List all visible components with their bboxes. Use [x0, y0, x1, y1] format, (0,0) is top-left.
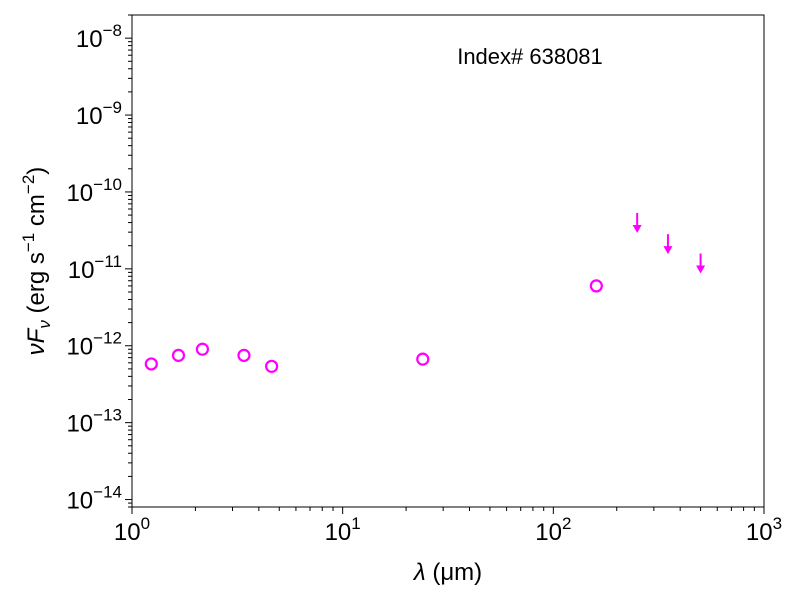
y-tick-label: 10−8 — [76, 21, 122, 53]
x-axis-symbol: λ — [412, 559, 426, 586]
x-tick-label: 102 — [535, 514, 571, 546]
x-axis-label: λ (μm) — [412, 559, 482, 586]
y-tick-label: 10−13 — [66, 406, 122, 438]
x-axis-unit: (μm) — [426, 559, 482, 586]
upper-limit-arrow — [696, 253, 706, 274]
y-axis-label: νFν (erg s−1 cm−2) — [19, 167, 54, 356]
plot-area — [131, 14, 765, 508]
data-points — [144, 212, 706, 373]
y-label-unit-mid: cm — [23, 194, 50, 233]
y-label-sub: ν — [35, 320, 54, 329]
y-label-unit-end: ) — [23, 167, 50, 175]
upper-limit-arrow — [663, 234, 673, 255]
y-label-unit-start: (erg s — [23, 252, 50, 320]
x-tick-label: 101 — [325, 514, 361, 546]
detection-point — [416, 352, 430, 366]
y-tick-label: 10−14 — [66, 483, 122, 515]
y-tick-label: 10−10 — [66, 175, 122, 207]
detection-point — [195, 342, 210, 356]
y-tick-label: 10−9 — [76, 98, 122, 130]
index-annotation: Index# 638081 — [457, 44, 603, 69]
detection-point — [265, 359, 279, 373]
x-tick-label: 100 — [114, 514, 150, 546]
upper-limit-arrow — [632, 212, 642, 233]
detection-point — [144, 357, 158, 371]
detection-point — [237, 348, 251, 362]
y-label-F: F — [23, 327, 50, 343]
y-label-nu: ν — [23, 343, 50, 355]
y-tick-label: 10−12 — [66, 329, 122, 361]
axis-ticks: 100 101 102 103 10−14 10−13 10−12 10−11 10−10 10−… — [66, 14, 782, 546]
detection-point — [171, 348, 186, 362]
x-tick-label: 103 — [746, 514, 782, 546]
detection-point — [589, 279, 603, 293]
y-tick-label: 10−11 — [68, 252, 122, 284]
y-label-exp1: −1 — [19, 233, 38, 252]
y-label-exp2: −2 — [19, 175, 38, 194]
